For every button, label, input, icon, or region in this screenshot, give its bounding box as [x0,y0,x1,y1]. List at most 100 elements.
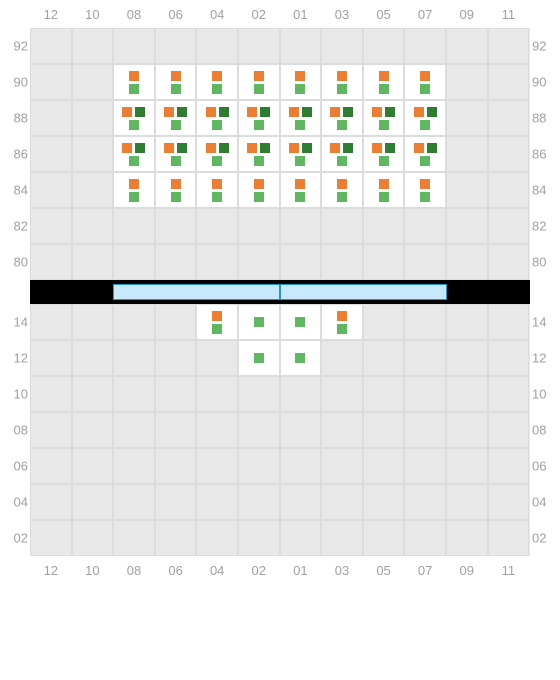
grid-cell [446,64,488,100]
grid-cell [155,28,197,64]
grid-cell [404,448,446,484]
grid-cell [30,412,72,448]
row-label-right: 84 [532,183,560,198]
row-label-left: 90 [0,75,28,90]
row-label-left: 02 [0,531,28,546]
dark_green-marker [302,143,312,153]
col-label: 10 [72,563,114,578]
dark_green-marker [260,107,270,117]
marker-row [254,120,264,130]
grid-cell [280,208,322,244]
grid-cell [30,64,72,100]
grid-cell [363,412,405,448]
grid-cell [363,100,405,136]
marker-row [337,84,347,94]
grid-cell [446,304,488,340]
top-grid: 9292909088888686848482828080 [30,28,530,280]
green-marker [254,317,264,327]
grid-cell [196,64,238,100]
marker-row [295,353,305,363]
marker-row [420,71,430,81]
grid-cell [113,136,155,172]
col-label: 11 [488,7,530,22]
marker-row [171,179,181,189]
grid-cell [363,376,405,412]
orange-marker [247,107,257,117]
col-label: 07 [404,7,446,22]
row-label-right: 10 [532,387,560,402]
grid-cell [72,520,114,556]
marker-row [330,107,353,117]
grid-cell [488,304,530,340]
dark_green-marker [177,143,187,153]
grid-cell [321,340,363,376]
grid-cell [238,376,280,412]
green-marker [420,84,430,94]
row-label-left: 86 [0,147,28,162]
row-label-right: 14 [532,315,560,330]
grid-cell [280,520,322,556]
marker-row [254,84,264,94]
grid-cell [238,304,280,340]
green-marker [254,84,264,94]
grid-cell [488,376,530,412]
grid-cell [113,484,155,520]
grid-cell [404,376,446,412]
center-divider [30,280,530,304]
grid-cell [404,28,446,64]
grid-cell [238,244,280,280]
orange-marker [212,179,222,189]
row-label-right: 88 [532,111,560,126]
grid-cell [488,520,530,556]
grid-cell [113,208,155,244]
grid-cell [404,484,446,520]
grid-cell [238,448,280,484]
marker-row [379,120,389,130]
col-label: 05 [363,7,405,22]
green-marker [171,156,181,166]
grid-cell [72,484,114,520]
marker-row [171,156,181,166]
grid-row: 0808 [30,412,530,448]
grid-cell [404,340,446,376]
marker-row [295,156,305,166]
marker-row [372,107,395,117]
grid-cell [155,64,197,100]
orange-marker [379,71,389,81]
grid-cell [321,448,363,484]
grid-row: 0202 [30,520,530,556]
grid-cell [155,136,197,172]
grid-cell [238,484,280,520]
row-label-left: 08 [0,423,28,438]
green-marker [254,353,264,363]
grid-cell [488,28,530,64]
grid-cell [196,136,238,172]
marker-row [164,107,187,117]
grid-cell [404,208,446,244]
grid-cell [446,412,488,448]
orange-marker [164,143,174,153]
dark_green-marker [385,107,395,117]
green-marker [295,84,305,94]
col-label: 09 [446,563,488,578]
grid-cell [196,412,238,448]
grid-cell [363,64,405,100]
marker-row [420,120,430,130]
green-marker [212,192,222,202]
orange-marker [420,71,430,81]
green-marker [295,156,305,166]
green-marker [129,156,139,166]
dark_green-marker [135,107,145,117]
grid-cell [321,172,363,208]
grid-row: 9090 [30,64,530,100]
row-label-right: 82 [532,219,560,234]
grid-cell [196,448,238,484]
grid-cell [404,520,446,556]
grid-cell [446,100,488,136]
grid-cell [72,64,114,100]
grid-cell [363,484,405,520]
marker-row [420,84,430,94]
grid-cell [113,100,155,136]
grid-cell [321,244,363,280]
row-label-left: 80 [0,255,28,270]
